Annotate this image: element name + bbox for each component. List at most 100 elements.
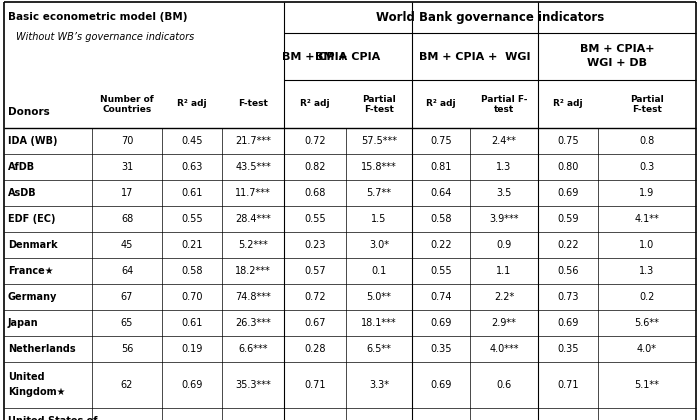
Text: 26.3***: 26.3*** (235, 318, 271, 328)
Text: 21.7***: 21.7*** (235, 136, 271, 146)
Text: 2.2*: 2.2* (494, 292, 514, 302)
Text: 0.9: 0.9 (496, 240, 512, 250)
Text: 0.8: 0.8 (639, 136, 654, 146)
Text: 17: 17 (121, 188, 133, 198)
Text: 0.35: 0.35 (430, 344, 452, 354)
Text: 1.1: 1.1 (496, 266, 512, 276)
Text: 0.69: 0.69 (557, 188, 579, 198)
Text: R² adj: R² adj (177, 100, 206, 108)
Text: BM + CPIA: BM + CPIA (316, 52, 381, 61)
Text: 1.3: 1.3 (639, 266, 654, 276)
Text: 3.5: 3.5 (496, 188, 512, 198)
Text: BM + CPIA: BM + CPIA (282, 52, 348, 61)
Text: 2.4**: 2.4** (491, 136, 517, 146)
Text: R² adj: R² adj (426, 100, 456, 108)
Text: 68: 68 (121, 214, 133, 224)
Text: 0.69: 0.69 (181, 380, 203, 390)
Text: 3.0*: 3.0* (369, 240, 389, 250)
Text: 0.75: 0.75 (557, 136, 579, 146)
Text: 65: 65 (121, 318, 133, 328)
Text: 3.3*: 3.3* (369, 380, 389, 390)
Text: Number of: Number of (100, 94, 154, 103)
Text: 0.55: 0.55 (304, 214, 326, 224)
Text: 0.64: 0.64 (430, 188, 452, 198)
Text: 1.5: 1.5 (371, 214, 386, 224)
Text: test: test (494, 105, 514, 115)
Text: 0.58: 0.58 (181, 266, 203, 276)
Text: 0.35: 0.35 (557, 344, 579, 354)
Text: 5.6**: 5.6** (635, 318, 659, 328)
Text: AfDB: AfDB (8, 162, 35, 172)
Text: WGI + DB: WGI + DB (587, 58, 647, 68)
Text: 0.28: 0.28 (304, 344, 326, 354)
Text: 35.3***: 35.3*** (235, 380, 271, 390)
Text: 0.61: 0.61 (181, 318, 203, 328)
Text: Countries: Countries (102, 105, 152, 115)
Text: 62: 62 (121, 380, 133, 390)
Text: 31: 31 (121, 162, 133, 172)
Text: 0.80: 0.80 (557, 162, 579, 172)
Text: 0.69: 0.69 (430, 380, 452, 390)
Text: 0.73: 0.73 (557, 292, 579, 302)
Text: 6.6***: 6.6*** (238, 344, 267, 354)
Text: R² adj: R² adj (300, 100, 330, 108)
Text: R² adj: R² adj (553, 100, 583, 108)
Text: 0.55: 0.55 (430, 266, 452, 276)
Text: 0.69: 0.69 (557, 318, 579, 328)
Text: AsDB: AsDB (8, 188, 36, 198)
Text: 0.21: 0.21 (181, 240, 203, 250)
Text: France★: France★ (8, 266, 53, 276)
Text: 4.1**: 4.1** (635, 214, 659, 224)
Text: Without WB’s governance indicators: Without WB’s governance indicators (16, 32, 195, 42)
Text: 0.82: 0.82 (304, 162, 326, 172)
Text: EDF (EC): EDF (EC) (8, 214, 55, 224)
Text: 67: 67 (121, 292, 133, 302)
Text: BM + CPIA +  WGI: BM + CPIA + WGI (419, 52, 531, 61)
Text: Netherlands: Netherlands (8, 344, 76, 354)
Text: 45: 45 (121, 240, 133, 250)
Text: F-test: F-test (238, 100, 268, 108)
Text: Partial: Partial (630, 94, 664, 103)
Text: 0.75: 0.75 (430, 136, 452, 146)
Text: 5.1**: 5.1** (635, 380, 659, 390)
Text: 0.19: 0.19 (181, 344, 203, 354)
Text: 0.3: 0.3 (639, 162, 654, 172)
Text: 0.69: 0.69 (430, 318, 452, 328)
Text: 0.23: 0.23 (304, 240, 326, 250)
Text: Basic econometric model (BM): Basic econometric model (BM) (8, 12, 188, 22)
Text: BM + CPIA+: BM + CPIA+ (580, 45, 655, 55)
Text: 0.1: 0.1 (372, 266, 386, 276)
Text: Denmark: Denmark (8, 240, 57, 250)
Text: 4.0***: 4.0*** (489, 344, 519, 354)
Text: 0.61: 0.61 (181, 188, 203, 198)
Text: 0.22: 0.22 (430, 240, 452, 250)
Text: 0.72: 0.72 (304, 136, 326, 146)
Text: United States of: United States of (8, 417, 97, 420)
Text: 1.0: 1.0 (639, 240, 654, 250)
Text: Japan: Japan (8, 318, 38, 328)
Text: 64: 64 (121, 266, 133, 276)
Text: 0.63: 0.63 (181, 162, 203, 172)
Text: F-test: F-test (632, 105, 662, 115)
Text: 0.57: 0.57 (304, 266, 326, 276)
Text: 0.71: 0.71 (557, 380, 579, 390)
Text: 28.4***: 28.4*** (235, 214, 271, 224)
Text: 5.0**: 5.0** (367, 292, 391, 302)
Text: 0.6: 0.6 (496, 380, 512, 390)
Text: 4.0*: 4.0* (637, 344, 657, 354)
Text: 70: 70 (121, 136, 133, 146)
Text: 0.81: 0.81 (430, 162, 452, 172)
Text: 0.70: 0.70 (181, 292, 203, 302)
Text: Partial: Partial (362, 94, 396, 103)
Text: 6.5**: 6.5** (367, 344, 391, 354)
Text: 0.55: 0.55 (181, 214, 203, 224)
Text: 0.72: 0.72 (304, 292, 326, 302)
Text: 1.9: 1.9 (639, 188, 654, 198)
Text: 18.2***: 18.2*** (235, 266, 271, 276)
Text: IDA (WB): IDA (WB) (8, 136, 57, 146)
Text: United: United (8, 372, 45, 382)
Text: 0.22: 0.22 (557, 240, 579, 250)
Text: 0.2: 0.2 (639, 292, 654, 302)
Text: 0.45: 0.45 (181, 136, 203, 146)
Text: 18.1***: 18.1*** (361, 318, 397, 328)
